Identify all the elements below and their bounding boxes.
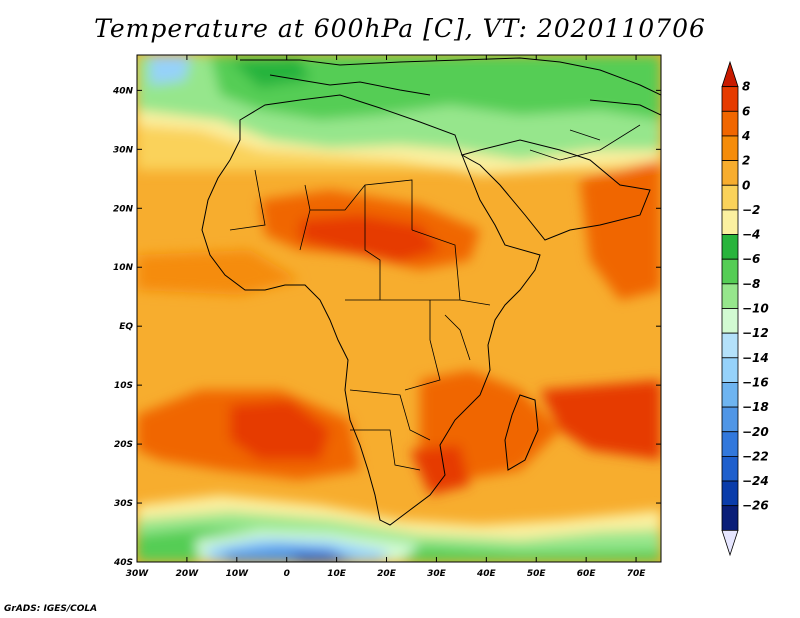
lon-tick-label: 30E xyxy=(427,569,447,579)
lat-tick-label: 10S xyxy=(114,381,133,391)
lat-tick-label: 10N xyxy=(113,263,134,273)
colorbar-swatch xyxy=(721,258,739,285)
colorbar-swatch xyxy=(721,110,739,137)
lon-tick-label: 0 xyxy=(284,569,290,579)
lon-tick-label: 60E xyxy=(577,569,597,579)
colorbar-swatch xyxy=(721,209,739,235)
lon-tick-label: 30W xyxy=(126,569,150,579)
colorbar-label: 2 xyxy=(742,154,750,168)
colorbar-label: −6 xyxy=(742,252,760,266)
lat-tick-label: 30N xyxy=(113,145,134,155)
colorbar-label: −16 xyxy=(742,375,769,389)
temperature-field xyxy=(137,55,661,562)
colorbar-label: 4 xyxy=(741,129,750,143)
plot-frame xyxy=(136,54,662,563)
map-title: Temperature at 600hPa [C], VT: 202011070… xyxy=(94,14,706,43)
coastlines xyxy=(201,57,661,526)
colorbar-swatch xyxy=(721,406,739,433)
colorbar-label: −26 xyxy=(742,499,769,513)
colorbar-label: −24 xyxy=(742,474,769,488)
colorbar-swatch xyxy=(721,160,739,186)
colorbar-swatch xyxy=(721,357,739,383)
lon-tick-label: 20W xyxy=(176,569,200,579)
longitude-axis: 30W 20W 10W 0 10E 20E 30E 40E 50E 60E 70E xyxy=(126,55,646,579)
colorbar-top-arrow xyxy=(721,60,739,88)
credit-text: GrADS: IGES/COLA xyxy=(4,604,98,614)
colorbar-label: −20 xyxy=(742,425,769,439)
colorbar: 8 6 4 2 0 −2 −4 −6 −8 −10 −12 −14 −16 −18 −20 −22 −24 −26 xyxy=(721,60,769,557)
latitude-axis: 40N 30N 20N 10N EQ 10S 20S 30S 40S xyxy=(112,86,661,568)
colorbar-label: 0 xyxy=(742,178,750,192)
lon-tick-label: 10W xyxy=(226,569,250,579)
country-borders xyxy=(229,124,641,471)
colorbar-swatch xyxy=(721,184,739,211)
colorbar-label: −22 xyxy=(742,449,769,463)
lon-tick-label: 10E xyxy=(327,569,347,579)
colorbar-label: −4 xyxy=(742,228,760,242)
lat-tick-label: 30S xyxy=(114,499,133,509)
colorbar-swatch xyxy=(721,505,739,531)
lat-tick-label: 40N xyxy=(112,86,134,96)
colorbar-swatch xyxy=(721,382,739,408)
colorbar-swatch xyxy=(721,308,739,334)
lon-tick-label: 40E xyxy=(476,569,497,579)
lat-tick-label: EQ xyxy=(119,322,133,332)
lon-tick-label: 20E xyxy=(377,569,397,579)
colorbar-bottom-arrow xyxy=(721,529,739,557)
colorbar-label: −18 xyxy=(742,400,769,414)
lat-tick-label: 20N xyxy=(113,204,134,214)
colorbar-label: −2 xyxy=(742,203,760,217)
colorbar-swatch xyxy=(721,332,739,359)
colorbar-label: −10 xyxy=(742,302,769,316)
colorbar-swatch xyxy=(721,135,739,161)
colorbar-swatch xyxy=(721,480,739,507)
colorbar-label: −14 xyxy=(742,351,769,365)
colorbar-label: −12 xyxy=(742,326,769,340)
colorbar-label: 6 xyxy=(742,104,750,118)
colorbar-swatch xyxy=(721,283,739,309)
lat-tick-label: 40S xyxy=(113,558,133,568)
lat-tick-label: 20S xyxy=(114,440,133,450)
lon-tick-label: 50E xyxy=(527,569,547,579)
colorbar-swatch xyxy=(721,86,739,112)
colorbar-swatch xyxy=(721,234,739,260)
lon-tick-label: 70E xyxy=(627,569,647,579)
colorbar-swatch xyxy=(721,431,739,457)
colorbar-swatch xyxy=(721,455,739,482)
colorbar-label: 8 xyxy=(742,80,750,94)
colorbar-label: −8 xyxy=(742,277,760,291)
